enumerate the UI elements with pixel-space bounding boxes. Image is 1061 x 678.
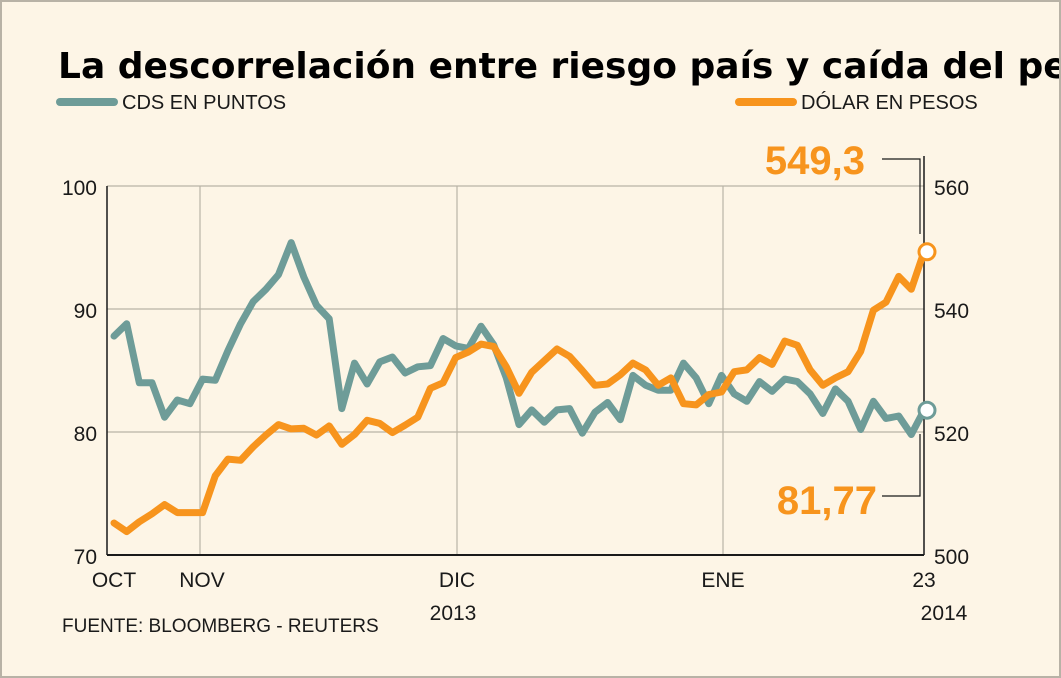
series-end-marker-dolar xyxy=(917,242,937,262)
x-tick: ENE xyxy=(701,569,744,592)
x-tick: 23 xyxy=(912,569,935,592)
series-end-marker-cds xyxy=(917,400,937,420)
legend-label-cds: CDS EN PUNTOS xyxy=(122,92,286,114)
source-note: FUENTE: BLOOMBERG - REUTERS xyxy=(62,616,379,637)
y-right-tick: 520 xyxy=(934,423,969,446)
legend-label-dolar: DÓLAR EN PESOS xyxy=(801,91,978,114)
callout-leader-dolar xyxy=(882,158,921,234)
x-tick: NOV xyxy=(179,569,225,592)
y-left-tick: 80 xyxy=(74,423,97,446)
y-left-tick: 70 xyxy=(74,546,97,569)
y-right-tick: 500 xyxy=(934,546,969,569)
callout-leader-cds xyxy=(882,434,921,497)
y-right-tick: 540 xyxy=(934,300,969,323)
y-left-tick: 90 xyxy=(74,300,97,323)
x-year-label: 2014 xyxy=(921,602,968,625)
y-right-tick: 560 xyxy=(934,177,969,200)
gridlines xyxy=(107,185,924,555)
callout-value-dolar: 549,3 xyxy=(765,139,865,183)
callout-value-cds: 81,77 xyxy=(777,479,877,523)
x-tick: OCT xyxy=(92,569,137,592)
chart-title: La descorrelación entre riesgo país y ca… xyxy=(58,46,1059,87)
series-line-dolar xyxy=(110,248,928,536)
series-line-cds xyxy=(110,239,928,438)
x-year-label: 2013 xyxy=(430,602,477,625)
y-left-tick: 100 xyxy=(62,177,97,200)
x-tick: DIC xyxy=(439,569,475,592)
